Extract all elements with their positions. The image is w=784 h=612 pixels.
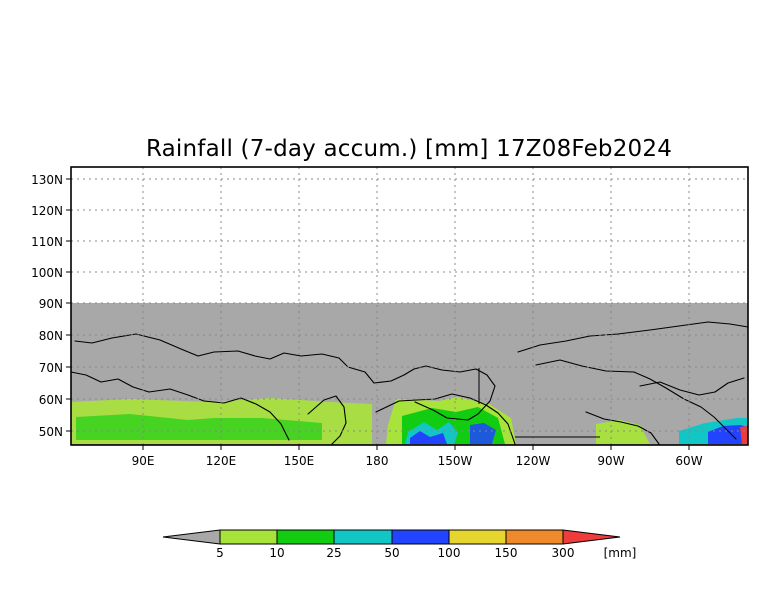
rainfall-patch-pacific-blue bbox=[410, 431, 447, 444]
lat-label-50n: 50N bbox=[39, 425, 63, 439]
lat-label-80n: 80N bbox=[39, 329, 63, 343]
coastline-asia-interior bbox=[70, 371, 290, 441]
rainfall-patch-atlantic-blue bbox=[708, 425, 748, 444]
legend-threshold-50: 50 bbox=[384, 546, 399, 560]
map-title: Rainfall (7-day accum.) [mm] 17Z08Feb202… bbox=[146, 136, 672, 162]
legend-bin-150-300 bbox=[506, 530, 563, 544]
lon-label-60w: 60W bbox=[675, 454, 702, 468]
coastline-north-america bbox=[535, 359, 737, 440]
legend-bin-5-10 bbox=[220, 530, 277, 544]
lon-label-90e: 90E bbox=[132, 454, 155, 468]
coastline-north-eurasia-alaska bbox=[74, 333, 496, 421]
legend-threshold-25: 25 bbox=[326, 546, 341, 560]
legend-bin-below-5 bbox=[163, 530, 220, 544]
legend-bin-10-25 bbox=[277, 530, 334, 544]
lat-label-60n: 60N bbox=[39, 393, 63, 407]
coastline-hudson-region bbox=[585, 411, 660, 445]
lon-label-180: 180 bbox=[366, 454, 389, 468]
coastlines bbox=[70, 321, 749, 445]
lat-label-110n: 110N bbox=[31, 235, 63, 249]
legend-unit-label: [mm] bbox=[604, 546, 637, 560]
lat-label-90n: 90N bbox=[39, 297, 63, 311]
lon-label-120w: 120W bbox=[516, 454, 551, 468]
map-frame bbox=[70, 166, 749, 446]
legend-bin-100-150 bbox=[449, 530, 506, 544]
legend-threshold-100: 100 bbox=[438, 546, 461, 560]
lat-tick-marks bbox=[66, 178, 71, 432]
lat-label-100n: 100N bbox=[31, 266, 63, 280]
graticule bbox=[71, 167, 748, 445]
lat-label-130n: 130N bbox=[31, 173, 63, 187]
legend-threshold-10: 10 bbox=[269, 546, 284, 560]
lat-label-120n: 120N bbox=[31, 204, 63, 218]
latitude-labels: 130N 120N 110N 100N 90N 80N 70N 60N 50N bbox=[31, 173, 63, 439]
lon-label-150e: 150E bbox=[284, 454, 315, 468]
lon-tick-marks bbox=[142, 445, 690, 450]
map-border bbox=[70, 166, 749, 446]
coastline-far-east bbox=[307, 395, 347, 445]
coastline-greenland-south bbox=[639, 377, 745, 396]
color-scale: 5 10 25 50 100 150 300 [mm] bbox=[162, 529, 637, 560]
lon-label-90w: 90W bbox=[597, 454, 624, 468]
rainfall-patch-west bbox=[76, 414, 322, 440]
rainfall-patch-atlantic-red bbox=[740, 426, 748, 444]
legend-bin-50-100 bbox=[392, 530, 449, 544]
legend-bin-25-50 bbox=[334, 530, 392, 544]
coastline-arctic-islands bbox=[517, 321, 749, 353]
lon-label-150w: 150W bbox=[438, 454, 473, 468]
legend-threshold-150: 150 bbox=[495, 546, 518, 560]
legend-bin-above-300 bbox=[563, 530, 620, 544]
legend-threshold-5: 5 bbox=[216, 546, 224, 560]
lon-label-120e: 120E bbox=[206, 454, 237, 468]
lat-label-70n: 70N bbox=[39, 361, 63, 375]
longitude-labels: 90E 120E 150E 180 150W 120W 90W 60W bbox=[132, 454, 703, 468]
legend-threshold-300: 300 bbox=[552, 546, 575, 560]
rainfall-patch-pacific-blue-east bbox=[470, 423, 496, 444]
coastline-alaska-canada bbox=[375, 393, 516, 445]
